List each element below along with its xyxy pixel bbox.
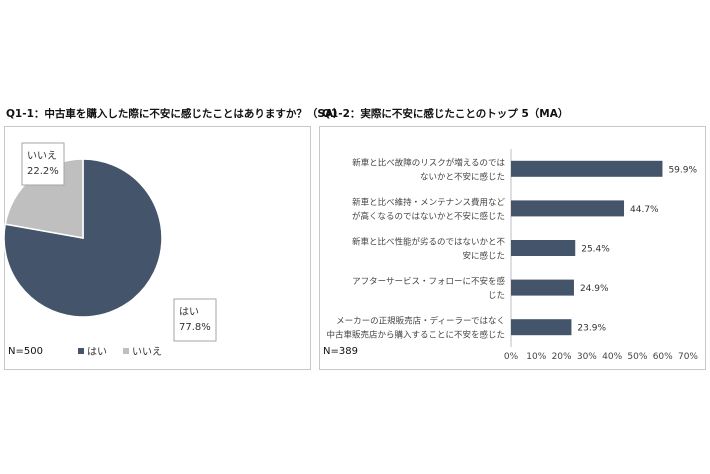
slice-label-box: [21, 142, 65, 186]
bar-sample-size: N=389: [323, 346, 358, 357]
x-tick-label: 10%: [526, 352, 546, 362]
category-label: じた: [488, 291, 505, 301]
category-label: 新車と比べ維持・メンテナンス費用など: [352, 197, 505, 208]
bar-value-label: 24.9%: [580, 284, 609, 294]
slice-category-label: いいえ: [27, 150, 57, 162]
x-tick-label: 40%: [602, 352, 622, 362]
category-label: アフターサービス・フォローに不安を感: [352, 276, 505, 287]
legend-label: いいえ: [132, 346, 162, 358]
pie-sample-size: N=500: [8, 346, 43, 357]
x-tick-label: 50%: [627, 352, 647, 362]
bar: [511, 240, 576, 256]
bar: [511, 279, 574, 296]
category-label: ないかと不安に感じた: [420, 171, 505, 182]
legend-swatch: [123, 348, 129, 354]
category-label: メーカーの正規販売店・ディーラーではなく: [336, 316, 505, 327]
bar-value-label: 44.7%: [630, 205, 659, 215]
bar: [511, 319, 572, 336]
category-label: 中古車販売店から購入することに不安を感じた: [326, 330, 505, 341]
bar-chart-title: Q1-2：実際に不安に感じたことのトップ 5（MA）: [322, 108, 569, 120]
bar: [511, 160, 663, 177]
category-label: 新車と比べ故障のリスクが増えるのでは: [352, 157, 505, 168]
slice-label-box: [173, 298, 217, 342]
x-tick-label: 70%: [678, 352, 698, 362]
bar-value-label: 25.4%: [581, 245, 610, 255]
slice-value-label: 77.8%: [179, 322, 211, 333]
category-label: 新車と比べ性能が劣るのではないかと不: [352, 237, 506, 248]
category-label: 安に感じた: [462, 251, 505, 262]
x-tick-label: 60%: [653, 352, 673, 362]
slice-category-label: はい: [179, 306, 199, 318]
x-tick-label: 0%: [504, 352, 519, 362]
pie-chart-title: Q1-1：中古車を購入した際に不安に感じたことはありますか？（SA）: [6, 108, 344, 120]
category-label: が高くなるのではないかと不安に感じた: [352, 211, 505, 222]
bar-value-label: 59.9%: [668, 165, 697, 175]
legend-label: はい: [87, 346, 107, 358]
bar-value-label: 23.9%: [577, 324, 606, 334]
slice-value-label: 22.2%: [27, 166, 59, 177]
legend-swatch: [78, 348, 84, 354]
pie-chart-panel: はい 77.8% いいえ 22.2% はい いいえ N=500: [3, 126, 311, 370]
x-tick-label: 20%: [552, 352, 572, 362]
bar-chart-panel: 59.9% 新車と比べ故障のリスクが増えるのではないかと不安に感じた 44.7% 新車…: [319, 126, 706, 370]
bar: [511, 200, 625, 217]
x-tick-label: 30%: [577, 352, 597, 362]
